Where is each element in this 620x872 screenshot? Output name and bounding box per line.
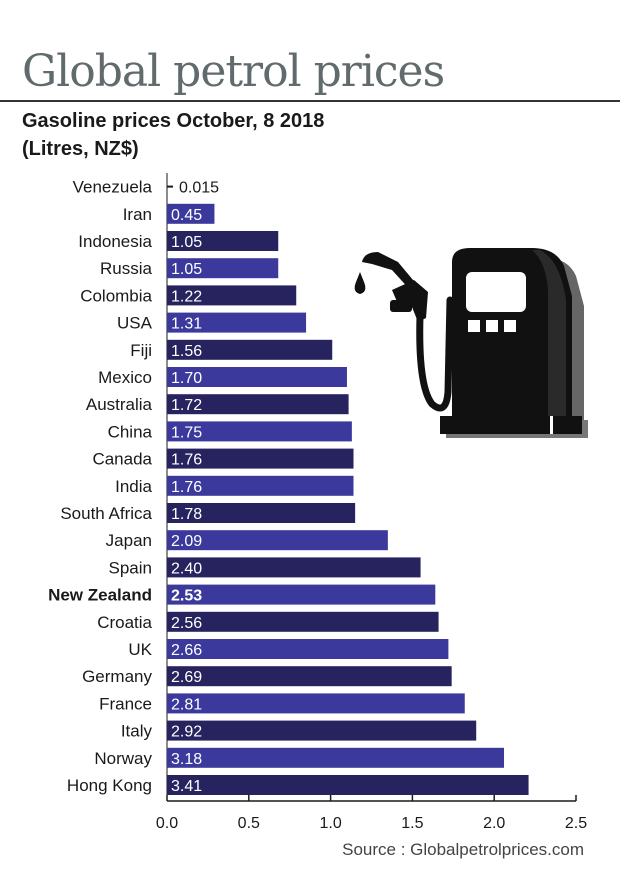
category-label: Hong Kong (67, 776, 152, 795)
category-label: Indonesia (78, 232, 152, 251)
category-label: Croatia (97, 613, 152, 632)
bar (167, 185, 173, 188)
category-label: USA (117, 314, 153, 333)
bar (167, 557, 421, 578)
bar (167, 747, 505, 768)
fuel-pump-icon (354, 248, 588, 438)
x-tick-label: 0.5 (238, 815, 260, 832)
data-label: 2.92 (171, 724, 202, 741)
bar (167, 339, 333, 360)
bar (167, 231, 279, 251)
data-label: 1.72 (171, 397, 202, 414)
category-label: Spain (109, 558, 152, 577)
source-note: Source : Globalpetrolprices.com (342, 840, 584, 859)
data-label: 2.40 (171, 560, 202, 577)
bar (167, 367, 347, 387)
data-label: 1.22 (171, 288, 202, 305)
category-label: Japan (106, 531, 152, 550)
bar (167, 720, 477, 741)
bar (167, 285, 297, 306)
data-label: 1.70 (171, 370, 202, 387)
x-tick-label: 0.0 (156, 815, 178, 832)
data-label: 3.18 (171, 751, 202, 768)
bar (167, 530, 388, 551)
x-tick-label: 2.0 (483, 815, 505, 832)
bar (167, 448, 354, 469)
bar (167, 203, 215, 224)
bar (167, 503, 356, 523)
data-label: 2.09 (171, 533, 202, 550)
category-label: India (115, 477, 152, 496)
category-label: China (108, 422, 153, 441)
category-label: Australia (86, 395, 153, 414)
bar (167, 775, 529, 795)
bar (167, 584, 436, 605)
bar (167, 693, 465, 714)
bar (167, 475, 354, 496)
category-label: Venezuela (73, 178, 153, 197)
data-label: 2.81 (171, 696, 202, 713)
bar (167, 611, 439, 632)
category-label: Mexico (98, 368, 152, 387)
category-label: Germany (82, 667, 152, 686)
data-label: 2.69 (171, 669, 202, 686)
data-label: 1.76 (171, 479, 202, 496)
data-label: 1.05 (171, 234, 202, 251)
x-tick-label: 1.5 (401, 815, 423, 832)
data-label: 1.78 (171, 506, 202, 523)
data-label: 0.015 (179, 180, 219, 197)
data-label: 2.56 (171, 615, 202, 632)
category-label: Russia (100, 259, 153, 278)
x-tick-label: 1.0 (319, 815, 341, 832)
data-label: 1.05 (171, 261, 202, 278)
category-label: Italy (121, 722, 153, 741)
data-label: 1.31 (171, 316, 202, 333)
data-label: 3.41 (171, 778, 202, 795)
x-tick-label: 2.5 (565, 815, 587, 832)
data-label: 2.66 (171, 642, 202, 659)
bar (167, 394, 349, 415)
data-label: 1.75 (171, 424, 202, 441)
bar (167, 421, 352, 442)
category-label: Canada (92, 450, 152, 469)
category-label: South Africa (60, 504, 152, 523)
category-label: Iran (123, 205, 152, 224)
data-label: 0.45 (171, 207, 202, 224)
chart-subtitle: Gasoline prices October, 8 2018 (22, 110, 325, 132)
category-label: UK (128, 640, 152, 659)
category-label: Fiji (130, 341, 152, 360)
data-label: 2.53 (171, 588, 202, 605)
category-label: Norway (94, 749, 152, 768)
chart-units: (Litres, NZ$) (22, 138, 139, 160)
title-divider (0, 100, 620, 102)
bar (167, 258, 279, 279)
page-title: Global petrol prices (22, 46, 445, 97)
category-label: Colombia (80, 286, 152, 305)
bar (167, 666, 452, 687)
bar (167, 312, 307, 333)
category-label: New Zealand (48, 586, 152, 605)
fuel-nozzle-icon (354, 252, 428, 322)
data-label: 1.76 (171, 452, 202, 469)
data-label: 1.56 (171, 343, 202, 360)
category-label: France (99, 694, 152, 713)
bar (167, 639, 449, 659)
